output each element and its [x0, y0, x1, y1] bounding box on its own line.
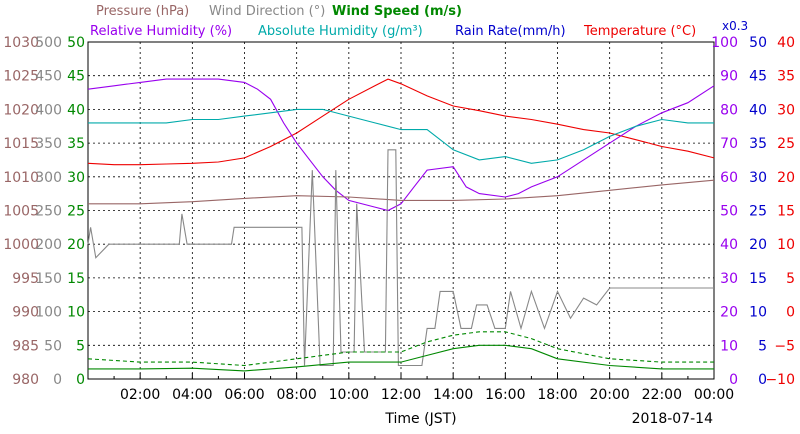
x-tick-label: 14:00: [433, 387, 473, 403]
temperature-tick-label: 20: [777, 170, 795, 186]
pressure-tick-label: 1015: [3, 136, 39, 152]
temperature-tick-label: 0: [786, 305, 795, 321]
wind-speed-tick-label: 15: [67, 271, 85, 287]
pressure-tick-label: 990: [12, 305, 39, 321]
wind-direction-tick-label: 250: [35, 204, 62, 220]
relative-humidity-tick-label: 60: [720, 170, 738, 186]
wind-speed-tick-label: 30: [67, 170, 85, 186]
wind-direction-tick-label: 150: [35, 271, 62, 287]
rain-rate-tick-label: 45: [749, 69, 767, 85]
wind-direction-tick-label: 350: [35, 136, 62, 152]
rain-rate-tick-label: 35: [749, 136, 767, 152]
legend-wind-direction: Wind Direction (°): [209, 4, 325, 19]
axes-layer: 1030102510201015101010051000995990985980…: [3, 35, 795, 403]
rain-rate-tick-label: 5: [758, 338, 767, 354]
date-label: 2018-07-14: [632, 411, 713, 427]
rain-rate-tick-label: 20: [749, 237, 767, 253]
series-temperature-c: [87, 78, 715, 166]
temperature-tick-label: −10: [765, 372, 795, 388]
legend: Pressure (hPa) Wind Direction (°) Wind S…: [90, 4, 748, 39]
pressure-tick-label: 1005: [3, 204, 39, 220]
relative-humidity-tick-label: 0: [729, 372, 738, 388]
x-axis-label: Time (JST): [384, 411, 456, 427]
series-absolute-humidity-g-m: [88, 108, 714, 164]
wind-speed-tick-label: 20: [67, 237, 85, 253]
series-relative-humidity: [87, 78, 715, 212]
relative-humidity-tick-label: 30: [720, 271, 738, 287]
wind-direction-tick-label: 500: [35, 35, 62, 51]
series-wind-speed-m-s: [88, 344, 714, 372]
relative-humidity-tick-label: 100: [711, 35, 738, 51]
x-tick-label: 12:00: [381, 387, 421, 403]
legend-relative-humidity: Relative Humidity (%): [90, 24, 232, 39]
temperature-tick-label: 25: [777, 136, 795, 152]
wind-speed-tick-label: 40: [67, 102, 85, 118]
rain-rate-tick-label: 50: [749, 35, 767, 51]
wind-direction-tick-label: 50: [44, 338, 62, 354]
temperature-tick-label: 5: [786, 271, 795, 287]
x-tick-label: 02:00: [120, 387, 160, 403]
relative-humidity-tick-label: 40: [720, 237, 738, 253]
pressure-tick-label: 1000: [3, 237, 39, 253]
temperature-tick-label: 40: [777, 35, 795, 51]
rain-rate-tick-label: 30: [749, 170, 767, 186]
wind-speed-tick-label: 0: [76, 372, 85, 388]
wind-direction-tick-label: 400: [35, 102, 62, 118]
relative-humidity-tick-label: 50: [720, 204, 738, 220]
wind-speed-tick-label: 10: [67, 305, 85, 321]
wind-speed-tick-label: 25: [67, 204, 85, 220]
pressure-tick-label: 1010: [3, 170, 39, 186]
rain-rate-tick-label: 10: [749, 305, 767, 321]
relative-humidity-tick-label: 20: [720, 305, 738, 321]
pressure-tick-label: 1020: [3, 102, 39, 118]
x-tick-label: 00:00: [694, 387, 734, 403]
temperature-tick-label: 35: [777, 69, 795, 85]
rain-rate-tick-label: 0: [758, 372, 767, 388]
wind-direction-tick-label: 200: [35, 237, 62, 253]
pressure-tick-label: 980: [12, 372, 39, 388]
wind-speed-tick-label: 45: [67, 69, 85, 85]
pressure-tick-label: 985: [12, 338, 39, 354]
pressure-tick-label: 995: [12, 271, 39, 287]
legend-pressure: Pressure (hPa): [96, 4, 189, 19]
rain-scale-note: x0.3: [722, 19, 748, 33]
relative-humidity-tick-label: 90: [720, 69, 738, 85]
wind-speed-tick-label: 50: [67, 35, 85, 51]
temperature-tick-label: 10: [777, 237, 795, 253]
relative-humidity-tick-label: 70: [720, 136, 738, 152]
x-tick-label: 16:00: [485, 387, 525, 403]
wind-direction-tick-label: 100: [35, 305, 62, 321]
legend-rain-rate: Rain Rate(mm/h): [455, 24, 566, 39]
x-tick-label: 04:00: [172, 387, 212, 403]
legend-wind-speed: Wind Speed (m/s): [332, 4, 462, 19]
relative-humidity-tick-label: 80: [720, 102, 738, 118]
wind-speed-tick-label: 35: [67, 136, 85, 152]
legend-absolute-humidity: Absolute Humidity (g/m³): [258, 24, 423, 39]
series-layer: [87, 78, 715, 372]
x-tick-label: 18:00: [537, 387, 577, 403]
relative-humidity-tick-label: 10: [720, 338, 738, 354]
series-pressure-hpa: [88, 179, 715, 205]
temperature-tick-label: −5: [774, 338, 795, 354]
temperature-tick-label: 30: [777, 102, 795, 118]
x-tick-label: 22:00: [642, 387, 682, 403]
x-tick-label: 08:00: [276, 387, 316, 403]
wind-direction-tick-label: 300: [35, 170, 62, 186]
series-wind-direction: [87, 149, 714, 367]
x-tick-label: 10:00: [329, 387, 369, 403]
rain-rate-tick-label: 40: [749, 102, 767, 118]
grid-lines: [88, 42, 714, 379]
wind-speed-tick-label: 5: [76, 338, 85, 354]
legend-temperature: Temperature (°C): [583, 24, 696, 39]
rain-rate-tick-label: 25: [749, 204, 767, 220]
pressure-tick-label: 1030: [3, 35, 39, 51]
x-tick-label: 20:00: [589, 387, 629, 403]
temperature-tick-label: 15: [777, 204, 795, 220]
x-tick-label: 06:00: [224, 387, 264, 403]
pressure-tick-label: 1025: [3, 69, 39, 85]
wind-direction-tick-label: 0: [53, 372, 62, 388]
wind-direction-tick-label: 450: [35, 69, 62, 85]
rain-rate-tick-label: 15: [749, 271, 767, 287]
